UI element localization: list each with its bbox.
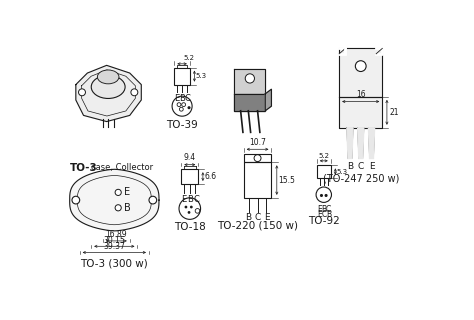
Text: 5.3: 5.3 xyxy=(196,73,207,79)
Ellipse shape xyxy=(91,75,125,99)
Text: C: C xyxy=(326,205,331,214)
Text: TO-3 (300 w): TO-3 (300 w) xyxy=(81,259,148,268)
Text: E: E xyxy=(317,205,321,214)
Bar xyxy=(317,165,331,178)
Polygon shape xyxy=(358,128,364,158)
Circle shape xyxy=(188,106,191,109)
Text: E: E xyxy=(369,162,374,172)
Text: C: C xyxy=(357,162,364,172)
Text: B: B xyxy=(321,205,326,214)
Text: TO-220 (150 w): TO-220 (150 w) xyxy=(217,221,298,231)
Circle shape xyxy=(188,211,191,214)
Text: 9.4: 9.4 xyxy=(184,153,196,162)
Text: C: C xyxy=(193,195,199,204)
Circle shape xyxy=(245,74,255,83)
Polygon shape xyxy=(76,65,141,122)
Circle shape xyxy=(115,189,121,196)
Polygon shape xyxy=(347,128,353,158)
Text: (TO-247 250 w): (TO-247 250 w) xyxy=(322,174,399,184)
Text: B: B xyxy=(326,210,331,219)
Text: B: B xyxy=(347,162,353,172)
Text: E: E xyxy=(124,188,130,197)
Ellipse shape xyxy=(97,70,119,84)
Text: 39.37: 39.37 xyxy=(103,242,125,251)
Circle shape xyxy=(356,61,366,71)
Text: B: B xyxy=(179,94,185,103)
Polygon shape xyxy=(339,97,383,128)
Text: B: B xyxy=(245,213,251,222)
Text: TO-92: TO-92 xyxy=(308,216,340,226)
Text: C: C xyxy=(255,213,261,222)
Text: B: B xyxy=(124,203,131,213)
Text: 21: 21 xyxy=(389,108,399,117)
Circle shape xyxy=(190,206,193,208)
Circle shape xyxy=(320,194,323,197)
Text: E: E xyxy=(317,210,321,219)
Circle shape xyxy=(149,196,157,204)
Circle shape xyxy=(72,196,80,204)
Circle shape xyxy=(79,89,85,96)
Polygon shape xyxy=(235,94,265,111)
Circle shape xyxy=(131,89,138,96)
Text: E: E xyxy=(181,195,186,204)
Bar xyxy=(174,68,190,84)
Text: TO-18: TO-18 xyxy=(174,222,206,232)
Text: case, Collector: case, Collector xyxy=(91,163,154,172)
Bar xyxy=(244,154,272,162)
Circle shape xyxy=(325,194,328,197)
Text: TO-39: TO-39 xyxy=(166,120,198,130)
Text: 5.2: 5.2 xyxy=(318,153,329,158)
Text: C: C xyxy=(184,94,191,103)
Text: E: E xyxy=(264,213,270,222)
Text: 16: 16 xyxy=(356,90,365,99)
Text: 30.15: 30.15 xyxy=(103,236,125,245)
Text: C: C xyxy=(321,210,327,219)
Polygon shape xyxy=(265,89,272,111)
Text: 5.2: 5.2 xyxy=(183,55,195,61)
Text: B: B xyxy=(187,195,193,204)
Bar xyxy=(244,162,272,198)
Text: 15.5: 15.5 xyxy=(278,176,295,185)
Circle shape xyxy=(115,205,121,211)
Polygon shape xyxy=(339,48,383,97)
Bar xyxy=(182,169,198,184)
Text: TO-3: TO-3 xyxy=(70,163,98,173)
Text: 16.89: 16.89 xyxy=(105,230,127,239)
Text: 6.6: 6.6 xyxy=(204,172,217,181)
Circle shape xyxy=(184,206,187,208)
Polygon shape xyxy=(368,128,374,158)
Text: E: E xyxy=(174,94,179,103)
Polygon shape xyxy=(235,69,265,94)
Polygon shape xyxy=(70,169,159,231)
Text: 5.3: 5.3 xyxy=(337,169,348,175)
Text: 10.7: 10.7 xyxy=(249,138,266,147)
